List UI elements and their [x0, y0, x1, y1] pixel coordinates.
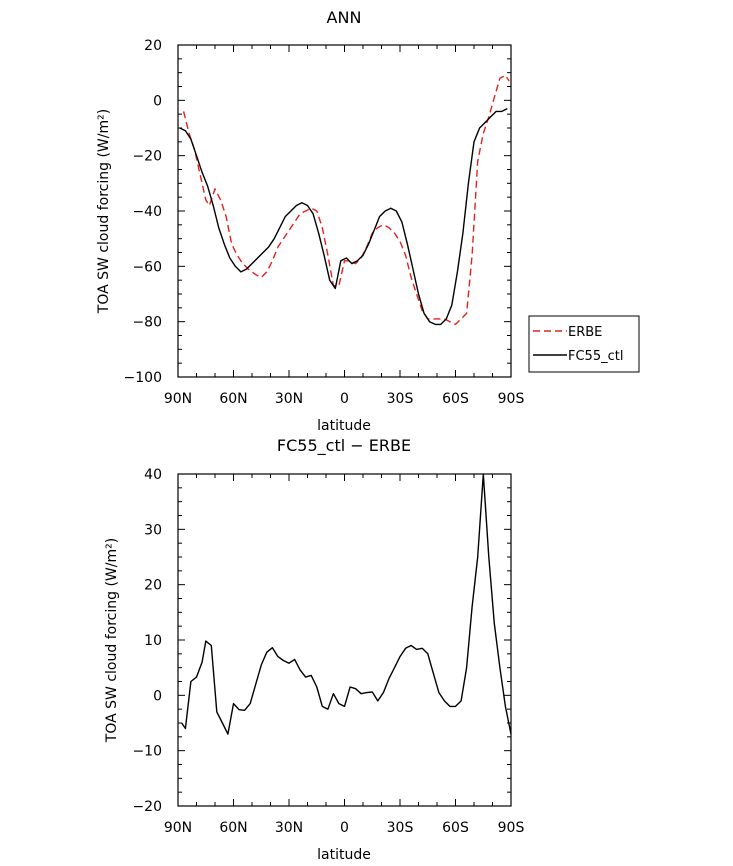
fc55-ctl-series-line: [179, 107, 508, 326]
bottom-plot-frame: [177, 473, 512, 807]
top-plot-frame: [177, 44, 512, 378]
x-tick-label: 0: [340, 820, 349, 836]
erbe-series-line: [182, 74, 510, 326]
x-tick-label: 0: [340, 391, 349, 407]
y-tick-label: 40: [144, 467, 162, 483]
y-tick-label: −10: [132, 744, 162, 760]
x-tick-label: 90S: [498, 391, 525, 407]
difference-series-line: [181, 473, 512, 735]
legend-box: [528, 315, 640, 373]
y-tick-label: −100: [124, 370, 162, 386]
x-tick-label: 30S: [387, 391, 414, 407]
bottom-chart-title: FC55_ctl − ERBE: [277, 436, 411, 456]
top-series: [179, 74, 510, 326]
legend-fc55-label: FC55_ctl: [568, 349, 623, 364]
bottom-x-axis-label: latitude: [317, 847, 371, 863]
x-tick-label: 60N: [219, 820, 247, 836]
y-tick-label: 20: [144, 578, 162, 594]
legend-erbe-label: ERBE: [568, 325, 602, 340]
bottom-yticks: 40 30 20 10 0 −10 −20: [132, 467, 511, 815]
top-yticks: 20 0 −20 −40 −60 −80 −100: [124, 38, 511, 386]
x-tick-label: 60N: [219, 391, 247, 407]
y-tick-label: −60: [132, 259, 162, 275]
x-tick-label: 30S: [387, 820, 414, 836]
bottom-y-axis-label: TOA SW cloud forcing (W/m²): [104, 538, 120, 743]
x-tick-label: 60S: [442, 391, 469, 407]
top-chart-title: ANN: [327, 8, 362, 27]
x-tick-label: 90N: [164, 391, 192, 407]
y-tick-label: 10: [144, 633, 162, 649]
top-xticks: 90N 60N 30N 0 30S 60S 90S: [164, 45, 525, 407]
x-tick-label: 60S: [442, 820, 469, 836]
bottom-panel: FC55_ctl − ERBE 40 30 20 10 0 −10 −20 90N 60N 30…: [104, 436, 524, 863]
y-tick-label: 0: [153, 93, 162, 109]
x-tick-label: 90S: [498, 820, 525, 836]
y-tick-label: 20: [144, 38, 162, 54]
y-tick-label: −80: [132, 315, 162, 331]
top-panel: ANN 20 0 −20 −40 −60 −80 −100 90N 60N 30N 0 30S 60S…: [96, 8, 640, 434]
bottom-series: [181, 473, 512, 735]
y-tick-label: −20: [132, 149, 162, 165]
y-tick-label: −20: [132, 799, 162, 815]
bottom-xticks: 90N 60N 30N 0 30S 60S 90S: [164, 474, 525, 836]
x-tick-label: 30N: [275, 391, 303, 407]
y-tick-label: 30: [144, 522, 162, 538]
top-y-axis-label: TOA SW cloud forcing (W/m²): [96, 109, 112, 314]
y-tick-label: −40: [132, 204, 162, 220]
top-x-axis-label: latitude: [317, 418, 371, 434]
top-legend: ERBE FC55_ctl: [528, 315, 640, 373]
x-tick-label: 30N: [275, 820, 303, 836]
x-tick-label: 90N: [164, 820, 192, 836]
y-tick-label: 0: [153, 688, 162, 704]
